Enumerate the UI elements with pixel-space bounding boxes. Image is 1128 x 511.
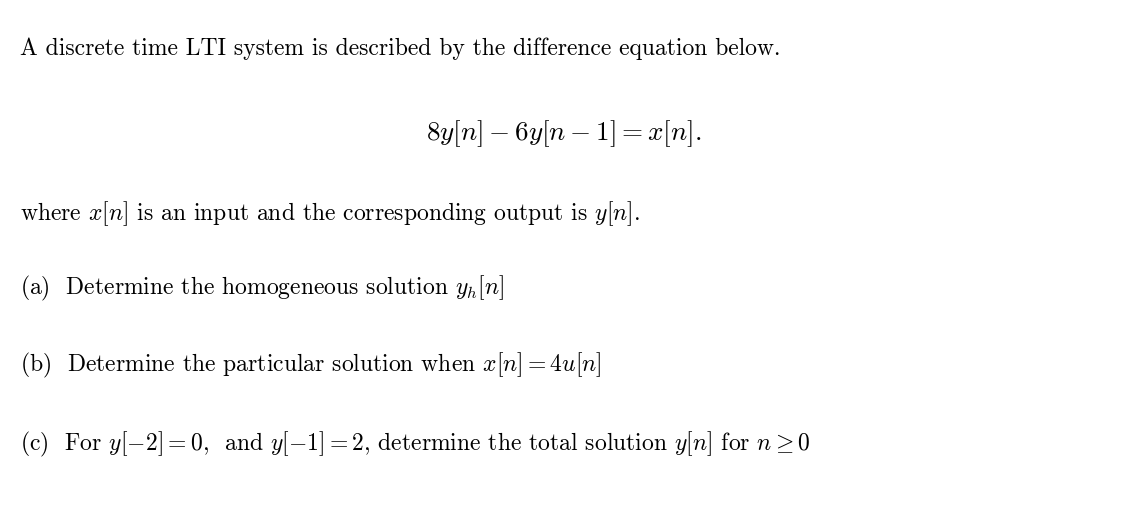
Text: A discrete time LTI system is described by the difference equation below.: A discrete time LTI system is described … <box>20 37 781 60</box>
Text: (c)  For $y[-2] = 0$,  and $y[-1] = 2$, determine the total solution $y[n]$ for : (c) For $y[-2] = 0$, and $y[-1] = 2$, de… <box>20 430 811 459</box>
Text: (a)  Determine the homogeneous solution $y_h[n]$: (a) Determine the homogeneous solution $… <box>20 274 504 303</box>
Text: where $x[n]$ is an input and the corresponding output is $y[n]$.: where $x[n]$ is an input and the corresp… <box>20 199 641 228</box>
Text: (b)  Determine the particular solution when $x[n] = 4u[n]$: (b) Determine the particular solution wh… <box>20 351 602 380</box>
Text: $8y[n] - 6y[n-1] = x[n].$: $8y[n] - 6y[n-1] = x[n].$ <box>426 119 702 149</box>
